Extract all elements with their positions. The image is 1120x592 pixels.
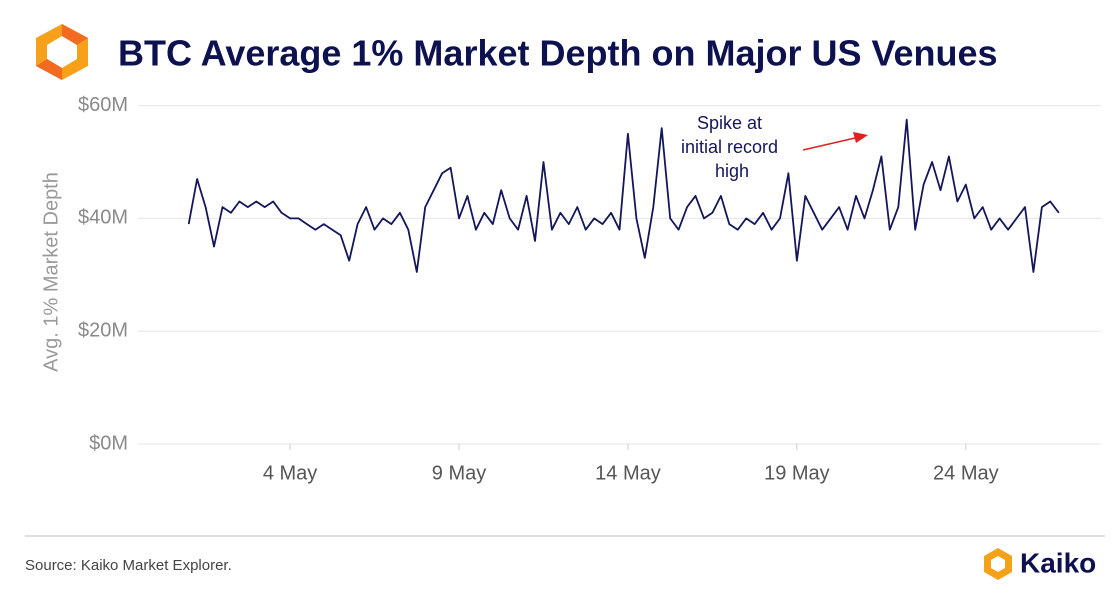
y-axis-title: Avg. 1% Market Depth: [40, 172, 62, 372]
annotation-line: initial record: [681, 137, 778, 157]
x-tick-label: 19 May: [764, 462, 830, 484]
annotation: Spike at initial record high: [681, 113, 783, 181]
annotation-line: high: [715, 161, 749, 181]
y-tick-label: $60M: [78, 94, 128, 116]
brand-logo: [984, 548, 1012, 580]
annotation-arrow: [802, 132, 868, 151]
y-tick-label: $40M: [78, 207, 128, 229]
chart-title: BTC Average 1% Market Depth on Major US …: [118, 33, 998, 74]
source: Source: Kaiko Market Explorer.: [25, 557, 232, 574]
y-tick-label: $0M: [89, 432, 128, 454]
brand-name: Kaiko: [1020, 547, 1096, 578]
x-tick-label: 9 May: [432, 462, 486, 484]
logo: [36, 24, 88, 80]
annotation-line: Spike at: [697, 113, 762, 133]
x-tick-label: 24 May: [933, 462, 999, 484]
y-tick-label: $20M: [78, 319, 128, 341]
x-tick-label: 4 May: [263, 462, 317, 484]
series-line: [187, 118, 1060, 273]
x-tick-label: 14 May: [595, 462, 661, 484]
